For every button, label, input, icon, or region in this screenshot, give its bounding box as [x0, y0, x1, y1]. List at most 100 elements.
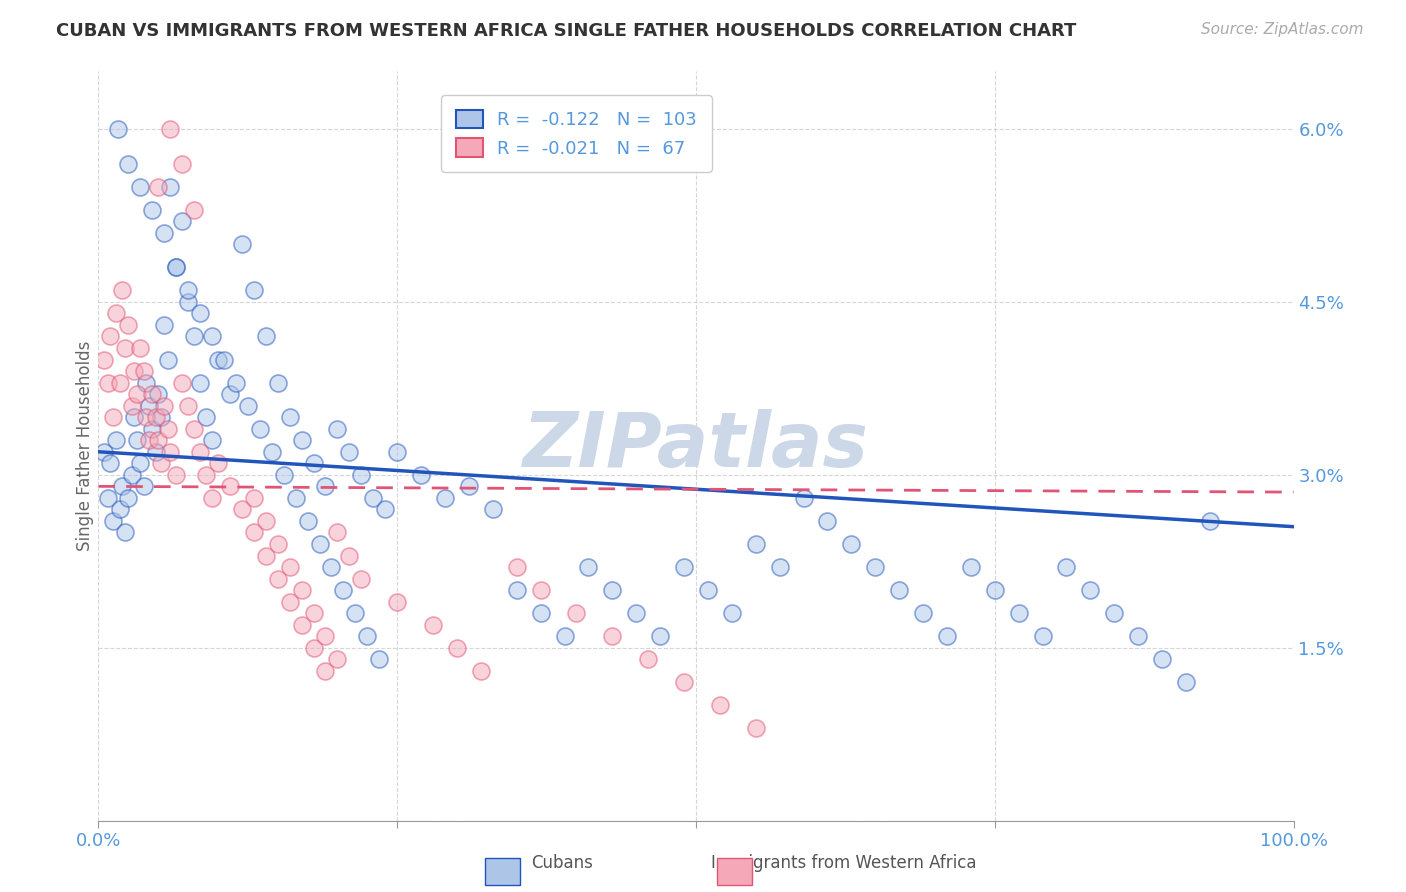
Point: [350, 572, 373, 586]
Point: [291, 434, 314, 448]
Point: [554, 629, 576, 643]
Point: [321, 560, 343, 574]
Point: [177, 284, 200, 298]
Point: [153, 399, 176, 413]
Point: [458, 479, 481, 493]
Point: [815, 514, 838, 528]
Point: [411, 467, 433, 482]
Point: [145, 444, 167, 458]
Point: [177, 294, 200, 309]
Point: [105, 306, 128, 320]
Point: [165, 467, 187, 482]
Point: [506, 583, 529, 598]
Point: [149, 410, 172, 425]
Point: [434, 491, 457, 505]
Point: [105, 434, 128, 448]
Point: [125, 387, 148, 401]
Point: [284, 491, 307, 505]
Point: [302, 456, 325, 470]
Point: [153, 318, 176, 332]
Point: [148, 434, 170, 448]
Point: [446, 640, 468, 655]
Point: [356, 629, 378, 643]
Point: [114, 341, 136, 355]
Point: [129, 456, 152, 470]
Point: [201, 329, 224, 343]
Point: [183, 329, 205, 343]
Point: [159, 179, 181, 194]
Point: [141, 387, 163, 401]
Point: [101, 514, 124, 528]
Point: [254, 549, 277, 563]
Point: [93, 352, 115, 367]
Point: [132, 364, 155, 378]
Point: [578, 560, 600, 574]
Point: [201, 491, 224, 505]
Point: [602, 629, 624, 643]
Point: [188, 376, 211, 390]
Point: [156, 352, 179, 367]
Point: [97, 491, 120, 505]
Text: ZIPatlas: ZIPatlas: [523, 409, 869, 483]
Point: [254, 329, 277, 343]
Point: [1152, 652, 1174, 666]
Point: [339, 549, 361, 563]
Point: [188, 444, 211, 458]
Point: [1080, 583, 1102, 598]
Point: [267, 572, 290, 586]
Point: [231, 237, 253, 252]
Text: Cubans: Cubans: [531, 855, 593, 872]
Point: [273, 467, 295, 482]
Point: [172, 214, 194, 228]
Point: [125, 434, 148, 448]
Point: [93, 444, 115, 458]
Point: [768, 560, 790, 574]
Point: [149, 456, 172, 470]
Point: [530, 583, 553, 598]
Point: [626, 606, 648, 620]
Point: [302, 606, 325, 620]
Point: [159, 122, 181, 136]
Point: [470, 664, 492, 678]
Point: [308, 537, 330, 551]
Point: [936, 629, 959, 643]
Point: [111, 479, 134, 493]
Point: [117, 156, 139, 170]
Point: [709, 698, 731, 713]
Point: [1199, 514, 1222, 528]
Point: [673, 675, 696, 690]
Point: [148, 179, 170, 194]
Point: [267, 537, 290, 551]
Point: [141, 202, 163, 217]
Point: [297, 514, 319, 528]
Point: [302, 640, 325, 655]
Y-axis label: Single Father Households: Single Father Households: [76, 341, 94, 551]
Point: [315, 479, 337, 493]
Point: [1056, 560, 1078, 574]
Point: [326, 652, 349, 666]
Point: [254, 514, 277, 528]
Point: [865, 560, 887, 574]
Point: [249, 422, 271, 436]
Point: [481, 502, 505, 516]
Point: [117, 318, 139, 332]
Point: [315, 629, 337, 643]
Point: [1175, 675, 1198, 690]
Point: [236, 399, 259, 413]
Point: [745, 722, 768, 736]
Point: [195, 410, 218, 425]
Point: [135, 376, 157, 390]
Point: [960, 560, 983, 574]
Point: [315, 664, 337, 678]
Point: [332, 583, 354, 598]
Point: [385, 594, 409, 608]
Point: [156, 422, 179, 436]
Point: [374, 502, 396, 516]
Point: [219, 387, 242, 401]
Point: [344, 606, 367, 620]
Point: [201, 434, 224, 448]
Point: [111, 284, 134, 298]
Point: [243, 491, 266, 505]
Point: [326, 525, 349, 540]
Point: [637, 652, 659, 666]
